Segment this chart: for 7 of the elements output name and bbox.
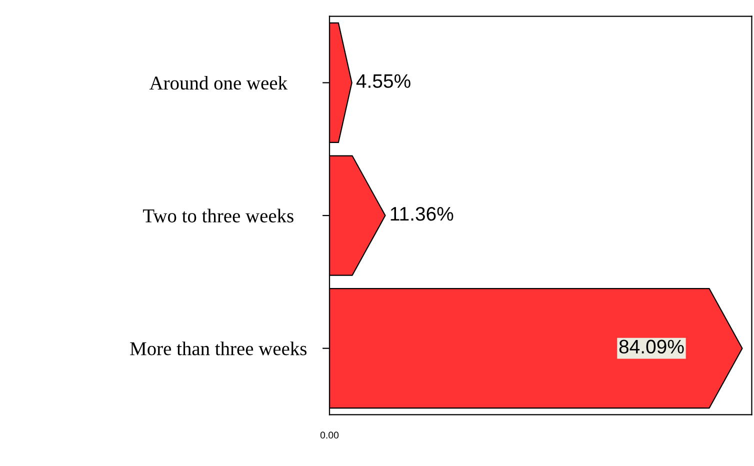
text: 0.00 (320, 432, 339, 439)
data-label: 4.55% (356, 74, 410, 88)
y-tick-label: More than three weeks (130, 342, 306, 356)
data-label: 84.09% (619, 340, 684, 354)
y-tick-label: Two to three weeks (143, 208, 294, 222)
y-tick-label: Around one week (149, 76, 288, 90)
data-label: 11.36% (390, 206, 454, 221)
